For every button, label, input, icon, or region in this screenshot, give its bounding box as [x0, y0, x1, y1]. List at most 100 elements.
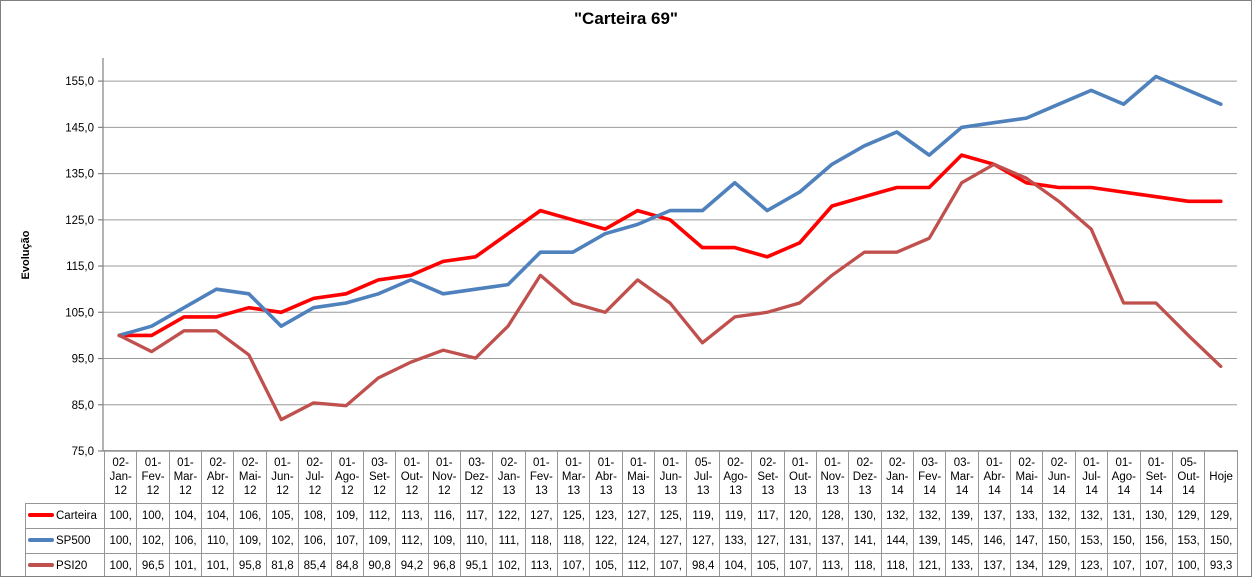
legend-label: PSI20 — [56, 560, 88, 572]
date-header-cell: 01- Jun- 12 — [265, 450, 300, 504]
value-cell: 153, — [1074, 528, 1109, 554]
value-cell: 150, — [1042, 528, 1076, 554]
table-corner-cell — [26, 451, 105, 504]
value-cell: 113, — [395, 503, 429, 529]
value-cell: 93,3 — [1204, 553, 1238, 576]
value-cell: 128, — [815, 503, 850, 529]
value-cell: 107, — [654, 553, 688, 576]
legend-cell-carteira: Carteira — [25, 503, 105, 529]
date-header-cell: 01- Abr- 13 — [589, 450, 623, 504]
value-cell: 137, — [977, 503, 1012, 529]
value-cell: 119, — [686, 503, 720, 529]
value-cell: 137, — [815, 528, 850, 554]
y-tick-label: 95,0 — [72, 354, 94, 366]
value-cell: 105, — [751, 553, 785, 576]
value-cell: 153, — [1171, 528, 1206, 554]
legend-key-line-icon — [28, 537, 54, 542]
value-cell: 133, — [1010, 503, 1044, 529]
value-cell: 125, — [557, 503, 591, 529]
value-cell: 113, — [524, 553, 559, 576]
value-cell: 118, — [557, 528, 591, 554]
y-tick-label: 125,0 — [65, 215, 94, 227]
value-cell: 81,8 — [265, 553, 300, 576]
value-cell: 123, — [589, 503, 623, 529]
y-tick-label: 75,0 — [72, 446, 94, 458]
value-cell: 106, — [168, 528, 203, 554]
value-cell: 137, — [977, 553, 1012, 576]
value-cell: 102, — [136, 528, 170, 554]
value-cell: 122, — [492, 503, 526, 529]
value-cell: 96,5 — [136, 553, 170, 576]
value-cell: 120, — [783, 503, 817, 529]
value-cell: 107, — [330, 528, 364, 554]
value-cell: 100, — [136, 503, 170, 529]
value-cell: 84,8 — [330, 553, 364, 576]
value-cell: 104, — [201, 503, 235, 529]
value-cell: 132, — [880, 503, 914, 529]
date-header-cell: 01- Ago- 14 — [1107, 450, 1141, 504]
y-tick-label: 135,0 — [65, 169, 94, 181]
value-cell: 127, — [686, 528, 720, 554]
value-cell: 147, — [1010, 528, 1044, 554]
date-header-cell: 02- Mai- 14 — [1010, 450, 1044, 504]
value-cell: 100, — [103, 528, 138, 554]
value-cell: 139, — [945, 503, 979, 529]
value-cell: 105, — [589, 553, 623, 576]
value-cell: 145, — [945, 528, 979, 554]
value-cell: 131, — [1107, 503, 1141, 529]
date-header-cell: 03- Set- 12 — [362, 450, 397, 504]
legend-cell-psi20: PSI20 — [25, 553, 105, 576]
value-cell: 150, — [1107, 528, 1141, 554]
value-cell: 132, — [1042, 503, 1076, 529]
date-header-cell: 01- Set- 14 — [1139, 450, 1173, 504]
value-cell: 100, — [1171, 553, 1206, 576]
value-cell: 104, — [718, 553, 753, 576]
value-cell: 107, — [1107, 553, 1141, 576]
value-cell: 130, — [848, 503, 882, 529]
axes — [102, 58, 1237, 452]
value-cell: 109, — [427, 528, 461, 554]
value-cell: 95,8 — [233, 553, 267, 576]
series-line-carteira — [117, 153, 1223, 338]
value-cell: 132, — [912, 503, 947, 529]
value-cell: 131, — [783, 528, 817, 554]
value-cell: 102, — [492, 553, 526, 576]
date-header-cell: 01- Mar- 12 — [168, 450, 203, 504]
value-cell: 106, — [298, 528, 332, 554]
value-cell: 134, — [1010, 553, 1044, 576]
value-cell: 150, — [1204, 528, 1238, 554]
value-cell: 129, — [1171, 503, 1206, 529]
value-cell: 104, — [168, 503, 203, 529]
date-header-cell: 02- Ago- 13 — [718, 450, 753, 504]
value-cell: 144, — [880, 528, 914, 554]
gridlines — [103, 80, 1237, 406]
value-cell: 117, — [751, 503, 785, 529]
date-header-cell: 01- Fev- 12 — [136, 450, 170, 504]
date-header-cell: 01- Abr- 14 — [977, 450, 1012, 504]
date-header-cell: 01- Jul- 14 — [1074, 450, 1109, 504]
date-header-cell: 05- Jul- 13 — [686, 450, 720, 504]
y-tick-label: 145,0 — [65, 122, 94, 134]
value-cell: 129, — [1042, 553, 1076, 576]
date-header-cell: 03- Mar- 14 — [945, 450, 979, 504]
value-cell: 133, — [945, 553, 979, 576]
date-header-cell: 01- Out- 13 — [783, 450, 817, 504]
value-cell: 118, — [524, 528, 559, 554]
value-cell: 127, — [621, 503, 656, 529]
value-cell: 107, — [783, 553, 817, 576]
date-header-cell: 01- Fev- 13 — [524, 450, 559, 504]
chart-title: "Carteira 69" — [573, 9, 678, 28]
date-header-cell: 02- Jan- 13 — [492, 450, 526, 504]
plot-series — [117, 74, 1223, 422]
series-line-sp500 — [117, 74, 1223, 338]
value-cell: 95,1 — [459, 553, 494, 576]
y-tick-label: 85,0 — [72, 400, 94, 412]
value-cell: 118, — [880, 553, 914, 576]
value-cell: 102, — [265, 528, 300, 554]
value-cell: 107, — [1139, 553, 1173, 576]
value-cell: 116, — [427, 503, 461, 529]
value-cell: 110, — [201, 528, 235, 554]
date-header-cell: 02- Jun- 14 — [1042, 450, 1076, 504]
legend-cell-sp500: SP500 — [25, 528, 105, 554]
value-cell: 127, — [751, 528, 785, 554]
